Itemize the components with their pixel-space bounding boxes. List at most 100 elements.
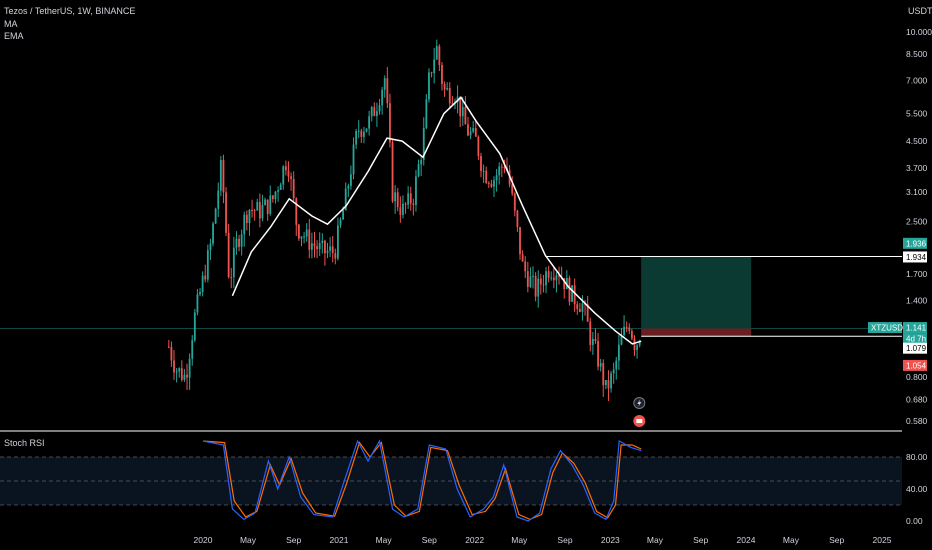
candle-body xyxy=(365,128,368,132)
time-tick-label: Sep xyxy=(286,535,301,545)
candle-body xyxy=(214,208,217,224)
tag-countdown: 4d 7h xyxy=(906,335,926,344)
time-tick-label: 2024 xyxy=(737,535,756,545)
candle-body xyxy=(389,103,391,143)
candle-body xyxy=(193,312,196,341)
candle-body xyxy=(459,96,462,117)
candle-body xyxy=(516,210,519,227)
time-tick-label: Sep xyxy=(557,535,572,545)
lightning-glyph xyxy=(637,399,642,407)
candle-body xyxy=(425,99,428,129)
candle-body xyxy=(235,238,238,248)
candle-body xyxy=(464,106,467,125)
candle-body xyxy=(308,229,311,250)
candle-body xyxy=(292,178,295,199)
candle-body xyxy=(381,89,384,106)
time-tick-label: May xyxy=(240,535,257,545)
rsi-tick-label: 80.00 xyxy=(906,452,928,462)
candle-body xyxy=(279,184,282,190)
candle-body xyxy=(321,240,324,243)
candle-body xyxy=(578,308,581,312)
candle-body xyxy=(310,243,313,250)
candle-body xyxy=(204,275,207,280)
candle-body xyxy=(625,326,628,328)
time-tick-label: Sep xyxy=(829,535,844,545)
candle-body xyxy=(355,131,358,145)
stoch-rsi-pane xyxy=(0,439,902,522)
candle-body xyxy=(573,285,576,305)
candle-body xyxy=(277,189,279,192)
candle-body xyxy=(295,198,298,225)
indicator-ma-label[interactable]: MA xyxy=(4,19,18,29)
candle-body xyxy=(258,201,261,219)
candle-body xyxy=(253,210,256,212)
candle-body xyxy=(526,271,529,287)
candle-body xyxy=(443,83,446,90)
candle-body xyxy=(300,236,303,239)
tag-hline: 1.934 xyxy=(906,253,927,262)
candle-body xyxy=(368,116,371,129)
time-tick-label: May xyxy=(647,535,664,545)
candle-body xyxy=(547,271,550,278)
candle-body xyxy=(589,321,592,345)
candle-body xyxy=(415,176,417,205)
ma-line xyxy=(231,96,642,345)
indicator-ema-label[interactable]: EMA xyxy=(4,31,24,41)
candle-body xyxy=(287,170,290,177)
candle-body xyxy=(576,304,579,309)
price-tick-label: 10.000 xyxy=(906,27,932,37)
candle-body xyxy=(222,160,225,193)
candle-body xyxy=(238,238,240,247)
candle-body xyxy=(480,155,482,171)
candle-body xyxy=(571,285,573,302)
candle-body xyxy=(612,369,615,374)
candle-body xyxy=(558,275,560,277)
candle-body xyxy=(191,340,194,359)
candle-body xyxy=(225,192,227,233)
tag-target: 1.936 xyxy=(906,239,927,248)
candle-body xyxy=(552,277,555,281)
price-tick-label: 3.100 xyxy=(906,187,928,197)
candle-body xyxy=(477,136,480,156)
chart-title: Tezos / TetherUS, 1W, BINANCE xyxy=(4,6,136,16)
candle-body xyxy=(404,203,407,205)
candle-body xyxy=(581,303,584,312)
grid xyxy=(0,328,902,432)
candle-body xyxy=(399,207,402,215)
tag-stop: 1.054 xyxy=(906,361,927,370)
candle-body xyxy=(227,232,230,277)
candle-body xyxy=(297,224,300,239)
tag-target-bg xyxy=(903,237,927,249)
candle-body xyxy=(363,131,365,137)
candle-body xyxy=(219,160,222,191)
candle-body xyxy=(217,190,220,209)
candle-body xyxy=(599,363,602,367)
candle-body xyxy=(604,380,607,386)
candle-body xyxy=(347,185,350,189)
stoch-rsi-label[interactable]: Stoch RSI xyxy=(4,438,45,448)
profit-zone xyxy=(641,256,752,329)
time-tick-label: 2020 xyxy=(194,535,213,545)
candle-body xyxy=(264,199,266,206)
candle-body xyxy=(469,131,472,136)
candle-body xyxy=(284,166,287,171)
loss-zone xyxy=(641,328,752,337)
candle-body xyxy=(378,105,381,112)
candle-body xyxy=(336,225,339,259)
candle-body xyxy=(201,275,204,292)
candle-body xyxy=(537,278,540,297)
candle-body xyxy=(461,106,464,117)
candle-body xyxy=(617,344,620,361)
candle-body xyxy=(487,182,490,184)
candle-body xyxy=(550,277,553,279)
price-tick-label: 0.580 xyxy=(906,416,928,426)
price-tick-label: 8.500 xyxy=(906,49,928,59)
candle-body xyxy=(313,243,316,247)
candle-body xyxy=(529,276,532,287)
candle-body xyxy=(305,229,308,237)
candle-body xyxy=(326,250,329,254)
candle-body xyxy=(303,236,305,238)
candle-body xyxy=(610,373,612,389)
